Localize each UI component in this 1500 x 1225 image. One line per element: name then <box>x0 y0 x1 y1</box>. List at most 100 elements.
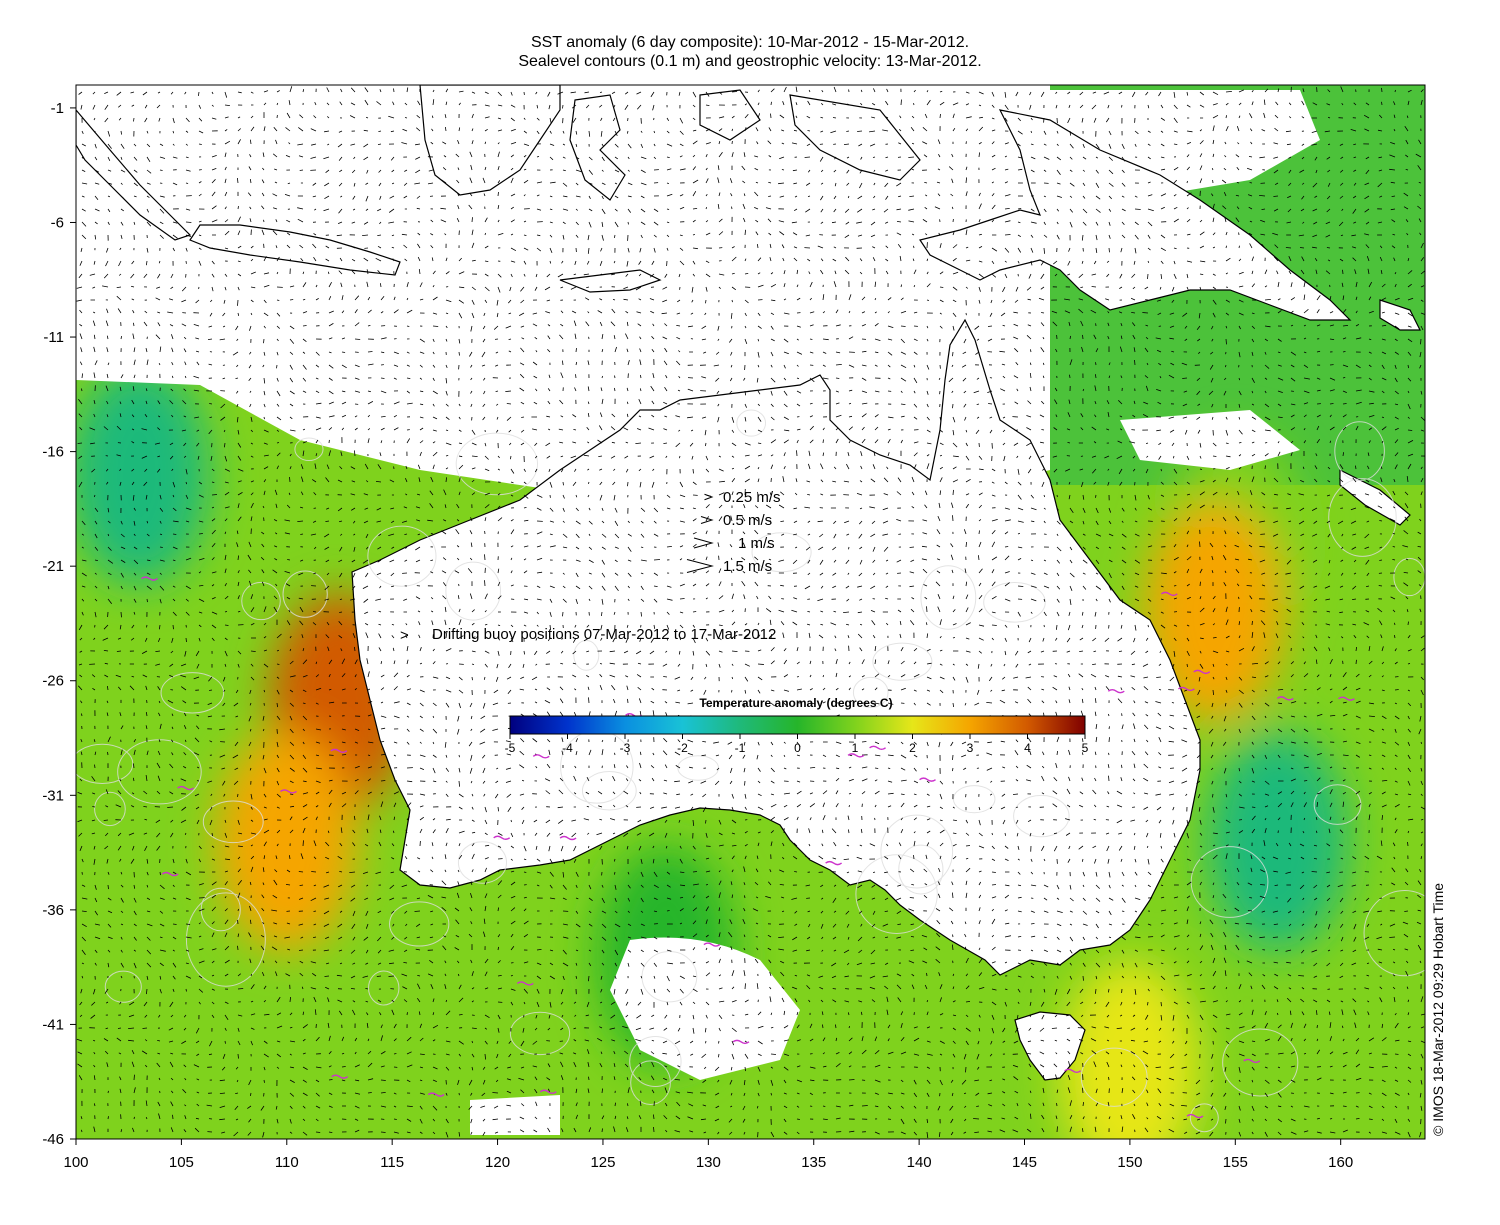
buoy-track <box>177 785 195 791</box>
sealevel-contour <box>94 791 126 827</box>
sealevel-contour <box>202 800 264 844</box>
colorbar-ticks: -5 -4 -3 -2 -1 0 1 2 3 4 5 <box>505 734 1089 755</box>
buoy-track <box>869 745 887 750</box>
sealevel-contour <box>920 565 977 630</box>
x-axis: 100 105 110 115 120 125 130 135 140 145 150 155 160 <box>63 1139 1353 1171</box>
buoy-track <box>1338 696 1355 701</box>
buoy-track <box>532 754 550 759</box>
sealevel-contour <box>736 409 767 437</box>
velocity-legend-arrow <box>686 559 714 573</box>
java <box>189 224 401 276</box>
colorbar-tick-label: 2 <box>909 741 916 755</box>
buoy-track <box>1186 1113 1204 1119</box>
sealevel-contour <box>983 582 1046 623</box>
colorbar-tick-label: -1 <box>735 741 746 755</box>
sealevel-contour <box>1363 889 1425 977</box>
y-tick-label: -6 <box>51 214 64 231</box>
buoy-track <box>703 942 721 947</box>
sealevel-contour <box>160 672 225 714</box>
sst-region-tasman-cool <box>1207 731 1348 952</box>
australia-mainland <box>351 318 1201 976</box>
buoy-track <box>1160 591 1178 597</box>
sst-region-west-offshore-warm <box>216 731 357 952</box>
geostrophic-velocity-vectors <box>76 86 1425 1138</box>
y-tick-label: -31 <box>42 787 64 804</box>
buoy-track <box>825 860 843 866</box>
colorbar: Temperature anomaly (degrees C) -5 -4 -3 -2… <box>505 696 1089 755</box>
colorbar-tick-label: 0 <box>794 741 801 755</box>
sealevel-contour <box>855 854 938 934</box>
sealevel-contour <box>872 642 933 681</box>
sealevel-contour <box>880 814 954 889</box>
buoy-track <box>1276 696 1294 701</box>
velocity-legend-arrow <box>700 516 714 524</box>
sealevel-contour <box>445 561 501 621</box>
drifting-buoys <box>141 576 1355 1119</box>
sealevel-contour <box>1189 1103 1219 1133</box>
velocity-vector-field <box>76 86 1425 1138</box>
sumatra <box>76 109 192 241</box>
sealevel-contour <box>898 844 944 895</box>
colorbar-tick-label: 1 <box>852 741 859 755</box>
x-tick-label: 115 <box>380 1154 404 1171</box>
x-tick-label: 145 <box>1012 1154 1037 1171</box>
sealevel-contour <box>185 892 266 987</box>
sealevel-contour <box>1334 421 1385 482</box>
buoy-track <box>847 753 865 758</box>
sealevel-contour <box>509 1011 571 1056</box>
buoy-legend-marker: > <box>400 627 409 644</box>
buoy-track <box>331 1074 349 1079</box>
sealevel-contour <box>641 951 698 1003</box>
x-tick-label: 120 <box>485 1154 510 1171</box>
buoy-legend-label: Drifting buoy positions 07-Mar-2012 to 1… <box>432 626 776 643</box>
buoy-track <box>516 981 534 986</box>
buoy-track <box>1107 689 1125 694</box>
colorbar-title: Temperature anomaly (degrees C) <box>699 696 892 710</box>
colorbar-bar <box>509 715 1086 735</box>
buoy-track <box>1243 1058 1261 1064</box>
solomons <box>1379 299 1421 331</box>
y-tick-label: -16 <box>42 444 64 461</box>
velocity-legend-arrow <box>704 493 714 501</box>
sealevel-contour <box>457 841 508 884</box>
y-tick-label: -21 <box>42 558 64 575</box>
borneo <box>419 85 561 196</box>
buoy-track <box>539 1089 557 1094</box>
sealevel-contour <box>455 432 539 496</box>
sealevel-contour <box>1313 784 1362 825</box>
x-tick-label: 150 <box>1117 1154 1142 1171</box>
y-tick-label: -41 <box>42 1016 64 1033</box>
buoy-track <box>427 1092 445 1097</box>
buoy-track <box>330 748 348 754</box>
y-tick-label: -46 <box>42 1131 64 1148</box>
x-tick-label: 155 <box>1223 1154 1248 1171</box>
sealevel-contour <box>630 1060 671 1105</box>
sealevel-contour <box>581 770 637 811</box>
plot-area <box>76 85 1425 1139</box>
sealevel-contour <box>952 785 996 814</box>
y-axis: -1 -6 -11 -16 -21 -26 -31 -36 -41 -46 <box>42 100 76 1148</box>
new-caledonia <box>1339 469 1411 526</box>
sealevel-contour <box>751 532 812 573</box>
credit-text: © IMOS 18-Mar-2012 09:29 Hobart Time <box>1430 882 1446 1136</box>
buoy-track <box>1193 669 1211 675</box>
sealevel-contour <box>200 887 241 932</box>
velocity-legend-arrow <box>693 537 714 549</box>
sealevel-contour <box>104 970 142 1003</box>
sst-region-north-west-cool <box>76 364 210 585</box>
x-tick-label: 110 <box>275 1154 299 1171</box>
colorbar-tick-label: 4 <box>1024 741 1031 755</box>
buoy-legend: > Drifting buoy positions 07-Mar-2012 to… <box>400 626 776 644</box>
buoy-track <box>141 576 158 581</box>
y-tick-label: -36 <box>42 902 64 919</box>
buoy-track <box>161 871 179 877</box>
buoy-track <box>280 789 297 794</box>
velocity-legend-label: 0.5 m/s <box>723 512 772 529</box>
map-title-line-1: SST anomaly (6 day composite): 10-Mar-20… <box>530 34 970 51</box>
map-title-line-2: Sealevel contours (0.1 m) and geostrophi… <box>518 53 982 70</box>
x-tick-label: 100 <box>63 1154 88 1171</box>
y-tick-label: -11 <box>43 329 64 346</box>
x-tick-label: 105 <box>169 1154 194 1171</box>
sst-region-south-east-warm <box>1059 960 1200 1139</box>
